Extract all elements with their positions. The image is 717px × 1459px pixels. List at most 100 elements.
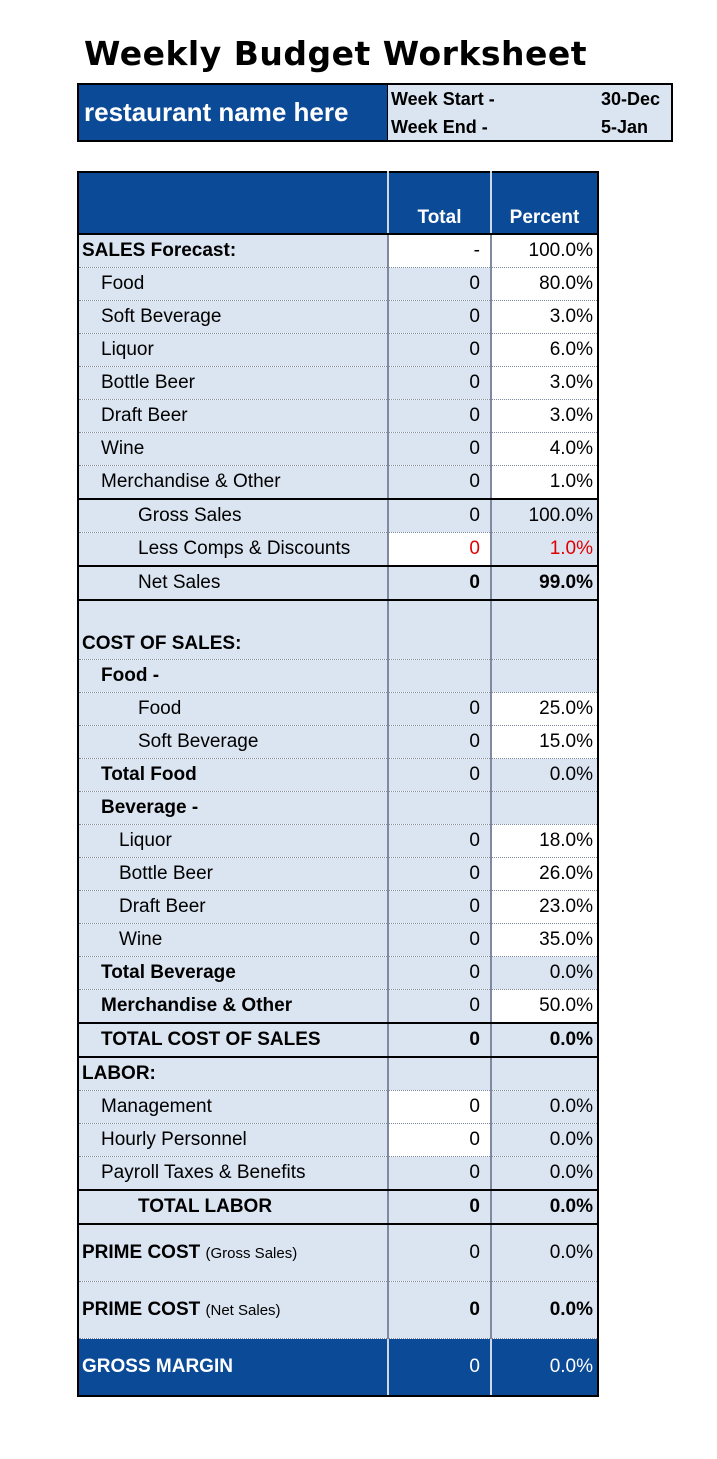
week-end-label: Week End - [391,117,488,137]
prime-cost-gross-row: PRIME COST (Gross Sales) 0 0.0% [77,1224,599,1282]
subsection-heading: Food - [77,659,389,693]
labor-heading-row: LABOR: [77,1057,599,1091]
empty-cell [491,791,599,825]
table-row: Soft Beverage 0 3.0% [77,300,599,334]
row-label: PRIME COST (Net Sales) [77,1281,389,1339]
row-percent[interactable]: 80.0% [491,267,599,301]
row-total: 0 [388,989,492,1024]
row-percent: 0.0% [491,1190,599,1225]
row-label: Food [77,267,389,301]
row-percent[interactable]: 3.0% [491,399,599,433]
row-total: 0 [388,956,492,990]
empty-cell [491,1057,599,1091]
row-percent: 100.0% [491,499,599,533]
week-range: Week Start - 30-Dec Week End - 5-Jan [388,85,671,140]
row-total: 0 [388,1338,492,1397]
empty-cell [491,600,599,660]
row-percent[interactable]: 15.0% [491,725,599,759]
row-total: 0 [388,333,492,367]
table-row: Hourly Personnel 0 0.0% [77,1123,599,1157]
row-label: Bottle Beer [77,366,389,400]
row-total: 0 [388,758,492,792]
row-label: Liquor [77,824,389,858]
row-percent: 0.0% [491,1123,599,1157]
row-percent[interactable]: 26.0% [491,857,599,891]
row-percent: 99.0% [491,566,599,601]
row-percent: 0.0% [491,956,599,990]
section-heading: LABOR: [77,1057,389,1091]
empty-cell [388,791,492,825]
restaurant-name-cell[interactable]: restaurant name here [79,85,388,140]
table-row: Payroll Taxes & Benefits 0 0.0% [77,1156,599,1191]
row-total: 0 [388,1156,492,1191]
row-total: 0 [388,1224,492,1282]
table-row: Liquor 0 18.0% [77,824,599,858]
row-percent: 0.0% [491,758,599,792]
net-sales-row: Net Sales 0 99.0% [77,566,599,601]
row-percent: 0.0% [491,1338,599,1397]
total-food-row: Total Food 0 0.0% [77,758,599,792]
empty-cell [388,1057,492,1091]
row-label: Bottle Beer [77,857,389,891]
row-percent[interactable]: 100.0% [491,234,599,268]
header-block: restaurant name here Week Start - 30-Dec… [77,83,673,142]
row-label: TOTAL LABOR [77,1190,389,1225]
row-total: 0 [388,725,492,759]
row-percent[interactable]: 25.0% [491,692,599,726]
row-percent: 0.0% [491,1281,599,1339]
row-total: 0 [388,566,492,601]
table-row: Food 0 80.0% [77,267,599,301]
merchandise-cost-row: Merchandise & Other 0 50.0% [77,989,599,1024]
row-label: PRIME COST (Gross Sales) [77,1224,389,1282]
row-percent[interactable]: 6.0% [491,333,599,367]
row-percent: 0.0% [491,1156,599,1191]
row-percent[interactable]: 3.0% [491,366,599,400]
row-total: 0 [388,499,492,533]
gross-sales-row: Gross Sales 0 100.0% [77,499,599,533]
row-total: 0 [388,399,492,433]
table-row: Draft Beer 0 3.0% [77,399,599,433]
sales-forecast-row: SALES Forecast: - 100.0% [77,234,599,268]
week-start-value[interactable]: 30-Dec [601,89,661,109]
row-label: Soft Beverage [77,725,389,759]
row-label: Liquor [77,333,389,367]
row-total[interactable]: 0 [388,532,492,567]
row-percent[interactable]: 18.0% [491,824,599,858]
week-start-label: Week Start - [391,89,495,109]
row-percent[interactable]: 4.0% [491,432,599,466]
empty-cell [388,600,492,660]
prime-cost-label: PRIME COST [82,1299,201,1320]
prime-cost-note: (Gross Sales) [205,1245,298,1262]
table-row: Draft Beer 0 23.0% [77,890,599,924]
total-cost-of-sales-row: TOTAL COST OF SALES 0 0.0% [77,1023,599,1058]
comps-row: Less Comps & Discounts 0 1.0% [77,532,599,567]
row-percent: 0.0% [491,1090,599,1124]
total-labor-row: TOTAL LABOR 0 0.0% [77,1190,599,1225]
total-beverage-row: Total Beverage 0 0.0% [77,956,599,990]
week-end-value: 5-Jan [601,117,649,137]
row-total[interactable]: 0 [388,1090,492,1124]
row-percent[interactable]: 23.0% [491,890,599,924]
row-percent[interactable]: 35.0% [491,923,599,957]
row-total[interactable]: - [388,234,492,268]
row-label: SALES Forecast: [77,234,389,268]
row-percent: 0.0% [491,1023,599,1058]
budget-table: Total Percent SALES Forecast: - 100.0% F… [77,171,599,1397]
row-label: Management [77,1090,389,1124]
row-total: 0 [388,366,492,400]
table-row: Food 0 25.0% [77,692,599,726]
row-percent[interactable]: 50.0% [491,989,599,1024]
row-total: 0 [388,890,492,924]
row-percent: 0.0% [491,1224,599,1282]
row-label: Net Sales [77,566,389,601]
row-percent[interactable]: 1.0% [491,465,599,500]
row-total: 0 [388,267,492,301]
column-header-row: Total Percent [77,171,599,235]
row-total: 0 [388,923,492,957]
percent-column-header: Percent [491,171,599,235]
row-label: Gross Sales [77,499,389,533]
row-total[interactable]: 0 [388,1123,492,1157]
row-label: Total Food [77,758,389,792]
row-percent[interactable]: 3.0% [491,300,599,334]
row-total: 0 [388,432,492,466]
